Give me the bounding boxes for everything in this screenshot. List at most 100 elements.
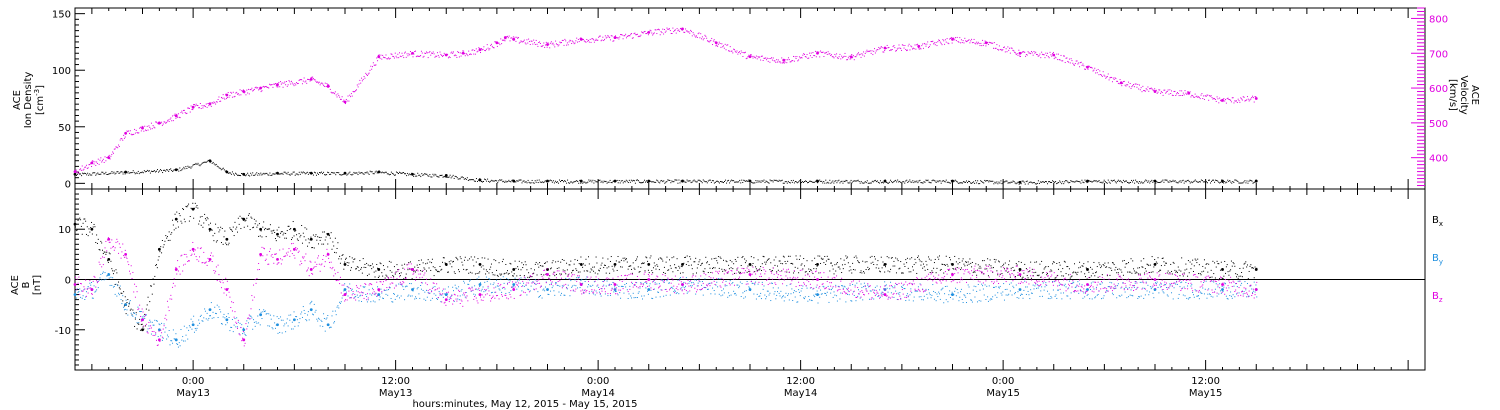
density-sample (577, 180, 579, 182)
velocity-sample (814, 55, 816, 57)
density-sample (699, 180, 701, 182)
y-left-tick-label: 100 (52, 66, 71, 77)
velocity-sample (647, 32, 649, 34)
bx-sample (215, 223, 217, 225)
bx-sample (582, 266, 584, 268)
bx-sample (609, 272, 611, 274)
density-sample (499, 179, 501, 181)
velocity-sample (323, 85, 325, 87)
density-sample (1239, 182, 1241, 184)
velocity-sample (1005, 48, 1007, 50)
x-tick-time-label: 0:00 (182, 376, 204, 387)
density-sample (363, 173, 365, 175)
by-sample (291, 328, 292, 330)
bx-sample (662, 260, 664, 262)
bx-sample (918, 258, 920, 260)
velocity-sample (199, 107, 201, 109)
velocity-sample (452, 52, 454, 54)
velocity-sample (127, 131, 129, 133)
bx-sample (954, 255, 956, 257)
bx-sample (88, 228, 90, 230)
velocity-sample (161, 121, 163, 123)
velocity-sample (481, 49, 483, 51)
velocity-sample (97, 158, 99, 160)
by-sample (156, 320, 158, 322)
bx-sample (235, 228, 237, 230)
density-sample (184, 168, 186, 170)
density-sample (420, 176, 422, 178)
bx-sample (569, 264, 571, 266)
velocity-sample (1196, 95, 1198, 97)
density-sample (571, 181, 573, 183)
by-sample (129, 300, 131, 302)
velocity-sample (1077, 63, 1079, 65)
bx-sample (754, 271, 756, 273)
bx-sample (822, 258, 824, 260)
density-sample (982, 181, 984, 183)
by-sample (155, 333, 157, 335)
by-sample (320, 319, 322, 321)
velocity-sample (790, 61, 792, 63)
bx-sample (846, 257, 848, 259)
bx-sample (1032, 274, 1034, 276)
velocity-sample (877, 49, 879, 51)
velocity-sample (1242, 96, 1244, 98)
velocity-sample (577, 41, 579, 43)
by-sample (75, 297, 77, 299)
density-sample (574, 181, 576, 183)
velocity-sample (1170, 93, 1172, 95)
density-sample (271, 174, 273, 176)
bx-sample (199, 220, 201, 222)
bx-sample (346, 262, 348, 264)
by-sample (372, 300, 374, 302)
velocity-sample (350, 93, 352, 95)
density-sample (836, 182, 838, 184)
velocity-sample (932, 40, 934, 42)
bx-sample (246, 217, 248, 219)
bx-sample (319, 239, 321, 241)
density-sample (217, 166, 219, 168)
velocity-sample (871, 50, 873, 52)
bx-sample (549, 275, 551, 277)
velocity-sample (105, 160, 107, 162)
velocity-sample (447, 57, 449, 59)
velocity-sample (181, 110, 183, 112)
bx-sample (479, 271, 481, 273)
density-sample (595, 181, 597, 183)
velocity-sample (199, 103, 201, 105)
velocity-sample (352, 90, 354, 92)
velocity-sample (459, 52, 461, 54)
velocity-sample (1115, 78, 1117, 80)
density-sample (201, 162, 203, 164)
bx-sample (382, 265, 384, 267)
velocity-sample (935, 42, 937, 44)
velocity-sample (809, 55, 811, 57)
by-sample (369, 293, 371, 295)
by-sample (114, 293, 116, 295)
bx-sample (1177, 266, 1179, 268)
velocity-sample (296, 82, 298, 84)
bx-sample (507, 270, 508, 272)
bx-sample (1065, 273, 1067, 275)
density-sample (960, 182, 962, 184)
density-sample (482, 181, 484, 183)
bx-sample (269, 228, 271, 230)
velocity-sample (193, 104, 195, 106)
density-sample (614, 179, 616, 181)
bx-sample (1109, 274, 1111, 276)
velocity-sample (415, 50, 417, 52)
density-sample (877, 181, 879, 183)
bx-sample (783, 256, 785, 258)
by-sample (242, 327, 244, 329)
bx-sample (1176, 270, 1178, 272)
bx-sample (855, 255, 857, 257)
velocity-sample (188, 107, 190, 109)
density-sample (751, 181, 753, 183)
density-sample (411, 172, 413, 174)
velocity-sample (944, 43, 946, 45)
velocity-sample (613, 40, 615, 42)
bx-sample (279, 236, 281, 238)
velocity-sample (366, 74, 368, 76)
bx-sample (229, 227, 231, 229)
bx-sample (102, 253, 104, 255)
